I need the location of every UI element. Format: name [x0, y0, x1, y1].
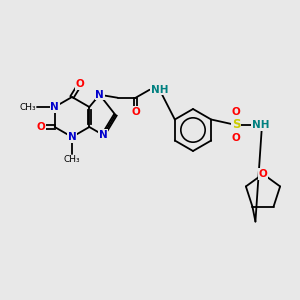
Text: N: N	[99, 130, 108, 140]
Text: CH₃: CH₃	[64, 155, 80, 164]
Text: O: O	[259, 169, 267, 179]
Text: O: O	[76, 79, 84, 89]
Text: NH: NH	[151, 85, 168, 95]
Text: O: O	[232, 133, 240, 143]
Text: CH₃: CH₃	[19, 103, 36, 112]
Text: S: S	[232, 118, 240, 131]
Text: O: O	[232, 107, 240, 117]
Text: N: N	[50, 102, 59, 112]
Text: O: O	[131, 107, 140, 117]
Text: N: N	[95, 90, 104, 100]
Text: O: O	[36, 122, 45, 132]
Text: NH: NH	[252, 120, 269, 130]
Text: N: N	[68, 132, 76, 142]
